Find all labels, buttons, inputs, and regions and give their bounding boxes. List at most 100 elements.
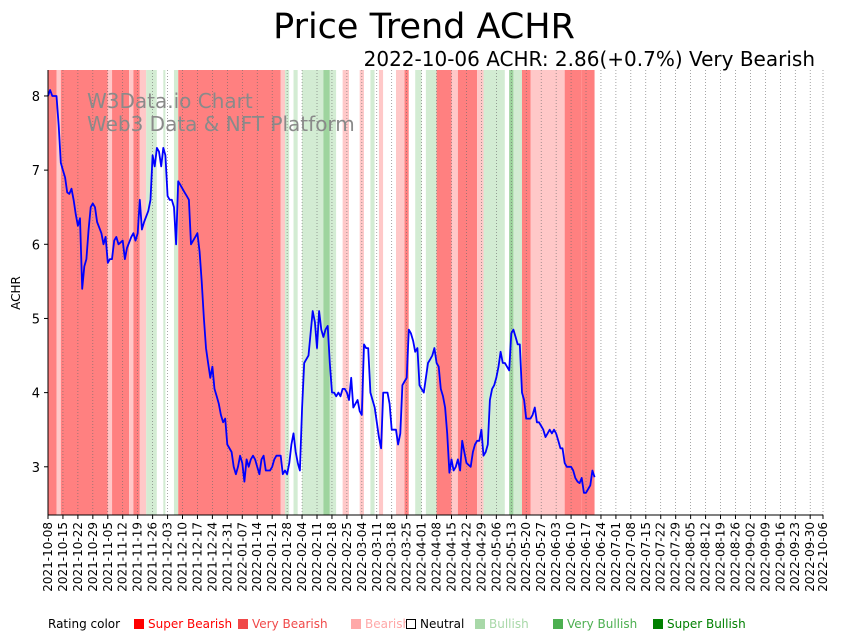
legend-item-bullish: Bullish [475, 617, 529, 631]
x-tick-label: 2022-02-11 [310, 522, 324, 592]
x-tick-label: 2022-09-30 [803, 522, 817, 592]
x-tick-label: 2022-07-29 [669, 522, 683, 592]
x-tick-label: 2021-12-24 [205, 522, 219, 592]
legend-label: Neutral [420, 617, 465, 631]
legend-label: Bearish [365, 617, 411, 631]
rating-band-bearish [280, 70, 285, 515]
legend-swatch [351, 619, 361, 629]
chart-title: Price Trend ACHR [273, 7, 575, 47]
rating-band-bullish [163, 70, 166, 515]
x-tick-label: 2022-04-22 [459, 522, 473, 592]
legend-swatch [475, 619, 485, 629]
rating-band-very-bearish [133, 70, 140, 515]
x-tick-label: 2022-04-29 [474, 522, 488, 592]
rating-band-bullish [425, 70, 437, 515]
x-tick-label: 2022-09-02 [743, 522, 757, 592]
rating-band-neutral [336, 70, 343, 515]
x-tick-label: 2022-02-04 [295, 522, 309, 592]
y-tick-label: 7 [32, 164, 40, 179]
rating-band-bearish [396, 70, 405, 515]
legend-swatch [406, 619, 416, 629]
legend-item-super-bullish: Super Bullish [653, 617, 746, 631]
rating-band-bullish [513, 70, 522, 515]
price-line [47, 89, 596, 494]
x-tick-label: 2022-06-17 [579, 522, 593, 592]
x-tick-label: 2022-05-13 [504, 522, 518, 592]
rating-band-neutral [156, 70, 164, 515]
x-tick-label: 2022-05-20 [519, 522, 533, 592]
rating-band-very-bearish [564, 70, 582, 515]
x-tick-label: 2022-02-25 [340, 522, 354, 592]
x-tick-label: 2021-10-22 [71, 522, 85, 592]
rating-band-bullish [173, 70, 179, 515]
x-tick-label: 2022-09-16 [773, 522, 787, 592]
x-tick-label: 2022-02-18 [325, 522, 339, 592]
watermark-line-2: Web3 Data & NFT Platform [87, 112, 355, 136]
legend-label: Super Bullish [667, 617, 746, 631]
x-tick-label: 2022-03-11 [370, 522, 384, 592]
rating-band-neutral [363, 70, 371, 515]
rating-band-neutral [421, 70, 426, 515]
rating-band-bearish [129, 70, 134, 515]
legend-swatch [238, 619, 248, 629]
legend-label: Very Bullish [567, 617, 638, 631]
x-tick-label: 2022-06-10 [564, 522, 578, 592]
rating-band-bearish [56, 70, 61, 515]
legend-swatch [553, 619, 563, 629]
rating-band-bearish [107, 70, 113, 515]
x-tick-label: 2022-01-28 [280, 522, 294, 592]
rating-band-bearish [378, 70, 384, 515]
watermark-line-1: W3Data.io Chart [87, 89, 253, 113]
rating-band-bullish [146, 70, 157, 515]
rating-band-neutral [408, 70, 416, 515]
rating-band-bearish [139, 70, 147, 515]
rating-band-neutral [297, 70, 303, 515]
x-tick-label: 2022-06-24 [594, 522, 608, 592]
rating-band-bearish [451, 70, 458, 515]
rating-band-bearish [342, 70, 350, 515]
rating-band-neutral [504, 70, 510, 515]
rating-band-bearish [477, 70, 484, 515]
x-tick-label: 2022-06-03 [549, 522, 563, 592]
x-tick-label: 2022-05-27 [534, 522, 548, 592]
rating-band-bullish [329, 70, 337, 515]
x-tick-label: 2021-10-29 [86, 522, 100, 592]
y-tick-label: 4 [32, 387, 40, 402]
x-tick-label: 2021-12-17 [190, 522, 204, 592]
x-axis-ticks: 2021-10-08 2021-10-15 2021-10-22 2021-10-29… [41, 515, 830, 592]
legend-prefix: Rating color [48, 617, 121, 631]
rating-legend: Rating color Super Bearish Very Bearish … [48, 617, 838, 633]
x-tick-label: 2022-07-22 [654, 522, 668, 592]
x-tick-label: 2021-11-19 [131, 522, 145, 592]
rating-bands [48, 70, 595, 515]
y-tick-label: 3 [32, 461, 40, 476]
x-tick-label: 2022-03-25 [400, 522, 414, 592]
x-tick-label: 2021-11-26 [146, 522, 160, 592]
x-tick-label: 2022-05-06 [489, 522, 503, 592]
rating-band-very-bearish [60, 70, 108, 515]
legend-item-neutral: Neutral [406, 617, 464, 631]
x-tick-label: 2022-08-19 [714, 522, 728, 592]
x-tick-label: 2022-08-12 [699, 522, 713, 592]
y-axis-ticks: 3 4 5 6 7 8 [32, 90, 48, 476]
rating-band-very-bearish [112, 70, 130, 515]
rating-band-super-bearish [581, 70, 595, 515]
x-tick-label: 2022-04-01 [415, 522, 429, 592]
y-axis-label: ACHR [9, 276, 23, 310]
x-tick-label: 2021-10-15 [56, 522, 70, 592]
rating-band-neutral [165, 70, 174, 515]
rating-band-bullish [370, 70, 375, 515]
rating-band-very-bullish [323, 70, 330, 515]
x-tick-label: 2022-04-15 [445, 522, 459, 592]
legend-swatch [134, 619, 144, 629]
y-tick-label: 5 [32, 312, 40, 327]
rating-band-neutral [349, 70, 360, 515]
x-tick-label: 2021-12-31 [220, 522, 234, 592]
x-tick-label: 2021-11-05 [101, 522, 115, 592]
x-tick-label: 2022-01-21 [265, 522, 279, 592]
rating-band-bullish [293, 70, 298, 515]
x-tick-label: 2022-08-26 [728, 522, 742, 592]
rating-band-super-bearish [48, 70, 57, 515]
x-tick-label: 2021-10-08 [41, 522, 55, 592]
